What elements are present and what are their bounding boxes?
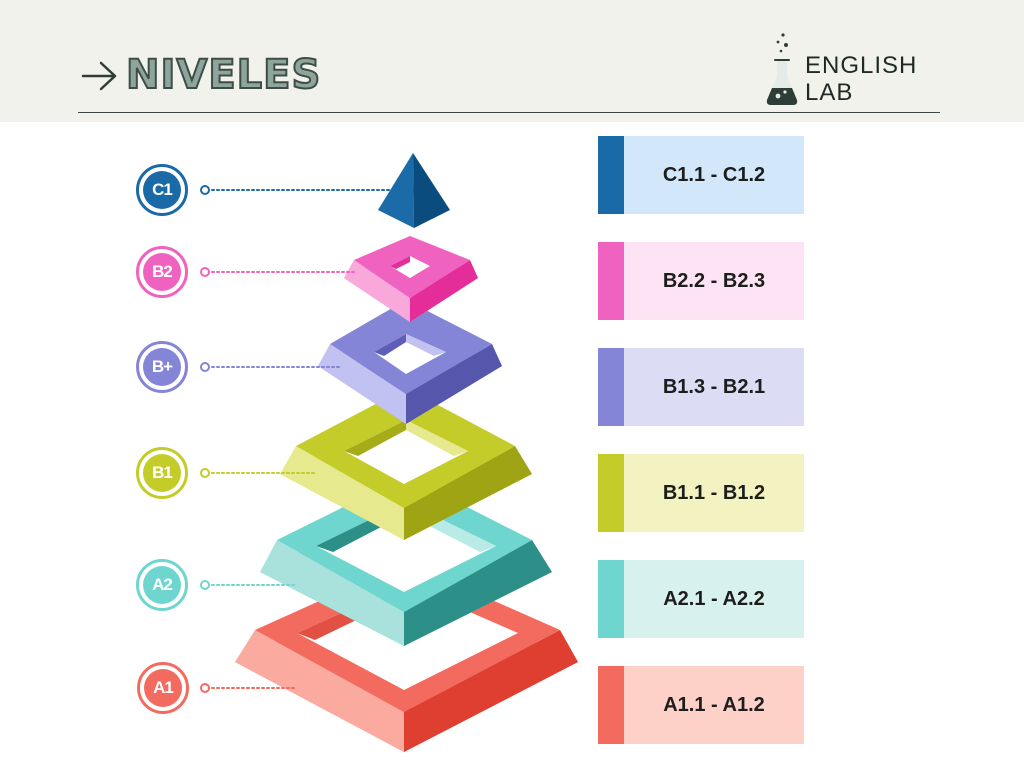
level-badge-label: B+ <box>143 348 181 386</box>
level-badge-label: B1 <box>143 454 181 492</box>
level-badge-label: B2 <box>143 253 181 291</box>
brand-line-english: ENGLISH <box>805 52 918 79</box>
range-card-label: C1.1 - C1.2 <box>662 164 766 186</box>
header-band <box>0 0 1024 122</box>
pyramid-layer-b2 <box>344 236 478 322</box>
level-badge-a2: A2 <box>136 559 188 611</box>
range-card-accent <box>598 348 624 426</box>
range-card-accent <box>598 666 624 744</box>
range-card-label: A2.1 - A2.2 <box>663 588 765 610</box>
range-card-label: B1.3 - B2.1 <box>662 376 766 398</box>
pyramid-layer-c1 <box>378 153 450 228</box>
arrow-right-icon <box>81 61 117 91</box>
range-card-label: B2.2 - B2.3 <box>662 270 766 292</box>
range-card-b2: B2.2 - B2.3 <box>598 242 804 320</box>
range-card-b1: B1.1 - B1.2 <box>598 454 804 532</box>
range-card-accent <box>598 560 624 638</box>
range-card-accent <box>598 136 624 214</box>
range-card-c1: C1.1 - C1.2 <box>598 136 804 214</box>
level-badge-b1: B1 <box>136 447 188 499</box>
flask-icon <box>766 33 798 105</box>
level-badge-label: C1 <box>143 171 181 209</box>
range-card-b-plus: B1.3 - B2.1 <box>598 348 804 426</box>
level-badge-a1: A1 <box>137 662 189 714</box>
brand-logo-text: ENGLISH LAB <box>805 52 917 106</box>
level-badge-b2: B2 <box>136 246 188 298</box>
page-title: NIVELES <box>125 51 322 99</box>
brand-line-lab: LAB <box>805 79 854 106</box>
level-badge-label: A2 <box>143 566 181 604</box>
range-card-accent <box>598 454 624 532</box>
level-badge-c1: C1 <box>136 164 188 216</box>
level-badge-label: A1 <box>144 669 182 707</box>
pyramid-layer-b1 <box>280 388 532 540</box>
range-card-accent <box>598 242 624 320</box>
level-badge-b-plus: B+ <box>136 341 188 393</box>
range-card-a2: A2.1 - A2.2 <box>598 560 804 638</box>
pyramid-layer-b-plus <box>318 300 502 424</box>
range-card-label: B1.1 - B1.2 <box>662 482 766 504</box>
header-divider <box>78 112 940 113</box>
range-card-a1: A1.1 - A1.2 <box>598 666 804 744</box>
range-card-label: A1.1 - A1.2 <box>663 694 765 716</box>
pyramid-layer-a2 <box>260 476 552 646</box>
